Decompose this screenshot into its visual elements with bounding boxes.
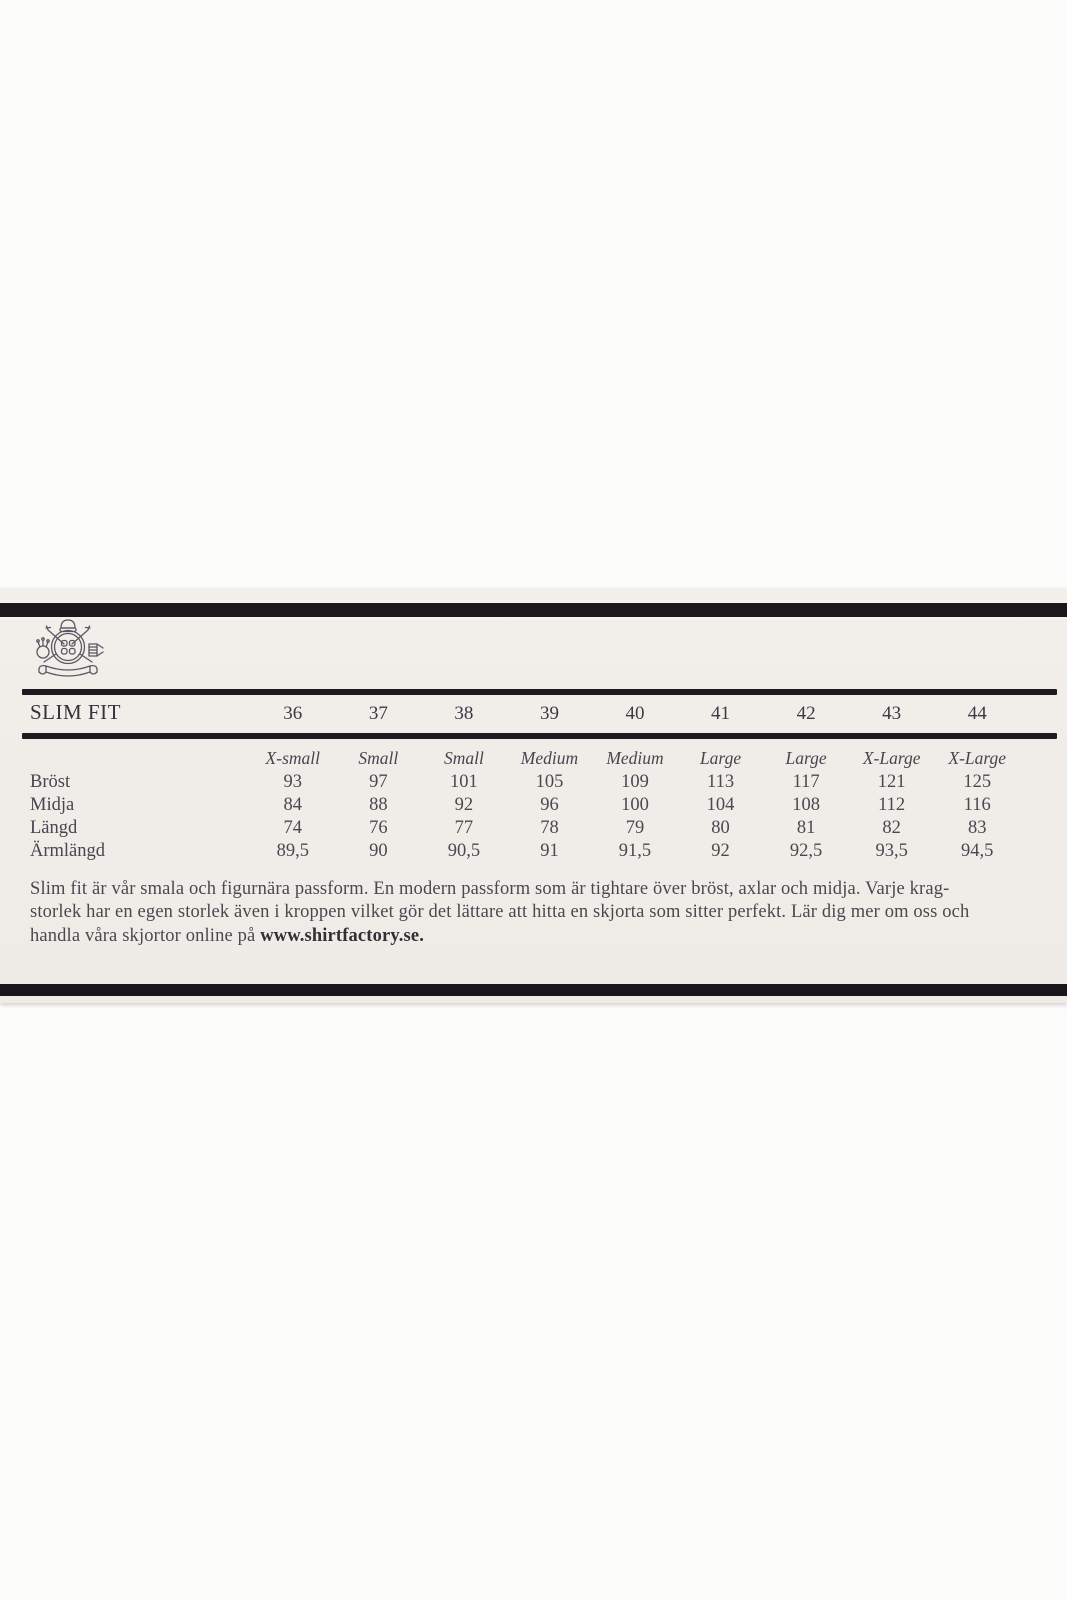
measurement-value: 100 [621, 795, 649, 815]
bobbin-icon [88, 643, 104, 657]
table-rule-top [22, 689, 1057, 695]
measurement-value: 90 [369, 841, 388, 861]
measurement-value: 121 [877, 772, 906, 792]
collar-size-header: 40 [625, 703, 645, 724]
size-name: Large [785, 748, 827, 768]
bottom-black-bar [0, 984, 1067, 996]
measurement-label: Ärmlängd [30, 841, 106, 861]
measurement-value: 125 [963, 772, 992, 792]
size-name: Medium [606, 748, 664, 768]
measurement-value: 84 [283, 795, 303, 815]
size-name: X-small [265, 748, 320, 768]
measurement-value: 82 [882, 818, 901, 838]
measurement-value: 83 [967, 818, 987, 838]
measurement-value: 96 [540, 795, 559, 815]
measurement-value: 91,5 [618, 841, 652, 861]
measurement-value: 113 [707, 772, 735, 792]
size-name: X-Large [862, 748, 921, 768]
measurement-value: 105 [535, 772, 564, 792]
measurement-value: 97 [369, 772, 388, 792]
measurement-label: Längd [30, 818, 78, 838]
measurement-value: 79 [625, 818, 645, 838]
measurement-value: 112 [878, 795, 906, 815]
table-row: Ärmlängd 89,5 90 90,5 91 91,5 92 92,5 93… [30, 841, 1020, 862]
measurement-value: 90,5 [447, 841, 481, 861]
description-line: handla våra skjortor online på www.shirt… [30, 925, 1039, 948]
measurement-value: 93 [283, 772, 303, 792]
measurement-value: 109 [621, 772, 649, 792]
measurement-value: 88 [369, 795, 388, 815]
measurement-value: 80 [711, 818, 730, 838]
description-line: Slim fit är vår smala och figurnära pass… [30, 879, 950, 899]
size-chart-label-card: SLIM FIT 36 37 38 39 40 41 42 43 44 X-sm… [0, 588, 1067, 1003]
size-name: Medium [520, 748, 579, 768]
size-name: Small [443, 748, 484, 768]
measurement-value: 108 [792, 795, 820, 815]
size-name: Small [358, 748, 399, 768]
collar-size-header: 42 [796, 703, 816, 724]
button-icon [50, 629, 86, 665]
fit-description: Slim fit är vår smala och figurnära pass… [30, 878, 1039, 948]
measurement-value: 89,5 [276, 841, 309, 861]
thimble-icon [59, 619, 77, 633]
measurement-value: 81 [796, 818, 816, 838]
measurement-value: 104 [706, 795, 735, 815]
collar-size-header: 38 [454, 703, 474, 724]
size-name: Large [699, 748, 742, 768]
collar-size-header: 44 [967, 703, 987, 724]
table-row: Midja 84 88 92 96 100 104 108 112 116 [30, 795, 1020, 816]
measurement-value: 91 [540, 841, 559, 861]
collar-size-header: 39 [539, 703, 559, 724]
ribbon-banner-icon [38, 664, 98, 677]
measurement-label: Bröst [30, 772, 71, 792]
collar-size-header: 41 [711, 703, 731, 724]
table-row: Längd 74 76 77 78 79 80 81 82 83 [30, 818, 1020, 839]
measurement-value: 77 [454, 818, 474, 838]
collar-size-header: 43 [882, 703, 902, 724]
collar-size-header: 37 [368, 703, 388, 724]
size-name: X-Large [948, 748, 1007, 768]
measurement-value: 78 [540, 818, 559, 838]
measurement-value: 116 [963, 795, 991, 815]
pincushion-icon [36, 637, 50, 659]
description-line: storlek har en egen storlek även i kropp… [30, 902, 970, 923]
top-black-bar [0, 603, 1067, 617]
table-row: Bröst 93 97 101 105 109 113 117 121 125 [30, 772, 1020, 793]
measurement-value: 93,5 [875, 841, 908, 861]
button-crest-logo-icon [36, 619, 104, 677]
size-name-row: X-small Small Small Medium Medium Large … [30, 748, 1020, 769]
measurement-value: 101 [450, 772, 478, 792]
measurement-value: 92 [711, 841, 730, 861]
measurement-label: Midja [30, 795, 75, 815]
description-line-prefix: handla våra skjortor online på [30, 925, 261, 946]
measurement-value: 94,5 [961, 841, 994, 861]
measurement-value: 92,5 [789, 841, 823, 861]
collar-size-header: 36 [283, 703, 303, 724]
table-rule-bottom [22, 733, 1057, 739]
collar-size-header-row: SLIM FIT 36 37 38 39 40 41 42 43 44 [30, 700, 1020, 725]
measurement-value: 117 [792, 772, 820, 792]
measurement-value: 76 [369, 818, 388, 838]
measurement-value: 92 [454, 795, 474, 815]
fit-title: SLIM FIT [30, 700, 121, 724]
website-url: www.shirtfactory.se. [260, 925, 425, 946]
measurement-value: 74 [283, 818, 303, 838]
